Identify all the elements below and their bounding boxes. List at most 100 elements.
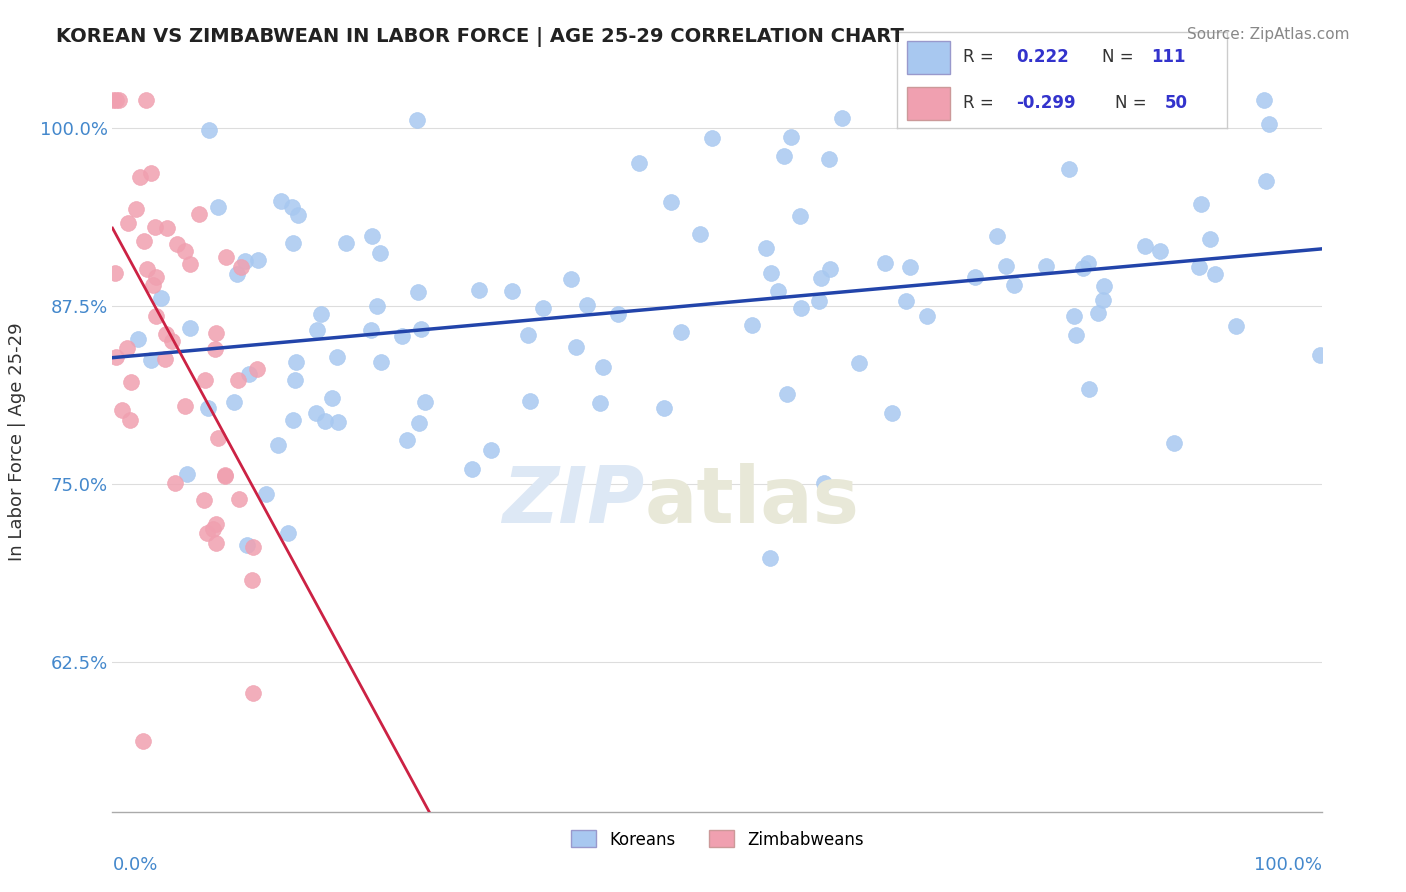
Point (281, 235, 304, 250)
Point (1198, 232, 1220, 246)
Text: 50: 50 (1164, 95, 1188, 112)
Point (360, 322, 382, 336)
Point (813, 476, 835, 491)
Point (1064, 328, 1087, 343)
Point (231, 260, 253, 274)
Point (280, 200, 302, 214)
Point (413, 394, 436, 409)
FancyBboxPatch shape (907, 87, 950, 120)
Point (606, 307, 628, 321)
Point (141, 166, 163, 180)
Point (305, 406, 328, 420)
Point (848, 356, 870, 370)
Point (176, 467, 198, 481)
Point (531, 301, 554, 315)
Point (368, 246, 391, 260)
Point (111, 402, 134, 417)
Point (166, 237, 188, 252)
Point (366, 299, 388, 313)
Point (163, 475, 186, 490)
Point (1163, 436, 1185, 450)
Point (222, 395, 245, 409)
Point (285, 355, 308, 369)
Point (335, 236, 357, 251)
Point (1087, 305, 1109, 319)
Point (242, 540, 264, 554)
Point (225, 267, 247, 281)
Point (135, 262, 157, 277)
Point (1204, 267, 1226, 281)
Point (108, 93, 131, 107)
Point (776, 387, 799, 401)
Point (305, 323, 328, 337)
Point (103, 93, 125, 107)
Point (741, 318, 763, 333)
Point (270, 194, 292, 209)
Point (817, 153, 839, 167)
Point (589, 396, 612, 410)
Point (810, 271, 832, 285)
Text: atlas: atlas (644, 463, 859, 539)
Point (277, 526, 299, 541)
Point (105, 351, 128, 365)
Point (145, 270, 167, 285)
Text: -0.299: -0.299 (1017, 95, 1076, 112)
Point (267, 437, 290, 451)
Point (396, 434, 419, 448)
Text: 100.0%: 100.0% (1254, 856, 1322, 874)
Point (281, 413, 304, 427)
Point (160, 334, 183, 348)
Point (875, 256, 897, 270)
Point (468, 283, 491, 297)
Legend: Koreans, Zimbabweans: Koreans, Zimbabweans (564, 823, 870, 855)
Point (1002, 278, 1025, 293)
Point (142, 278, 165, 293)
Point (689, 227, 711, 242)
Point (204, 536, 226, 550)
Point (188, 207, 211, 221)
Text: Source: ZipAtlas.com: Source: ZipAtlas.com (1187, 27, 1350, 42)
Point (560, 271, 582, 285)
Point (207, 432, 229, 446)
Point (519, 394, 541, 409)
Point (207, 201, 229, 215)
Text: 0.222: 0.222 (1017, 48, 1069, 66)
Point (204, 516, 226, 531)
Point (238, 368, 260, 382)
Point (193, 492, 215, 507)
Point (831, 111, 853, 125)
Point (153, 351, 176, 366)
Point (254, 486, 277, 500)
Point (205, 326, 228, 341)
Point (479, 443, 502, 458)
Point (780, 129, 803, 144)
Point (1133, 238, 1156, 252)
Point (125, 202, 148, 216)
Point (215, 251, 238, 265)
Point (986, 228, 1008, 243)
Point (896, 293, 918, 308)
Point (1077, 256, 1099, 270)
Point (1092, 279, 1115, 293)
Point (120, 412, 142, 426)
Point (1254, 174, 1277, 188)
Point (759, 550, 782, 565)
Point (198, 123, 221, 137)
Point (326, 415, 349, 429)
Text: R =: R = (963, 48, 1000, 66)
Point (761, 267, 783, 281)
Point (1063, 310, 1085, 324)
Point (360, 229, 382, 244)
Point (790, 301, 813, 315)
Point (242, 685, 264, 699)
Point (409, 322, 432, 336)
Point (1149, 244, 1171, 259)
Point (627, 156, 650, 170)
Point (135, 93, 157, 107)
Point (143, 219, 166, 234)
Point (1188, 260, 1211, 274)
Point (669, 325, 692, 339)
Point (501, 285, 523, 299)
Point (818, 262, 841, 277)
Text: KOREAN VS ZIMBABWEAN IN LABOR FORCE | AGE 25-29 CORRELATION CHART: KOREAN VS ZIMBABWEAN IN LABOR FORCE | AG… (56, 27, 904, 46)
